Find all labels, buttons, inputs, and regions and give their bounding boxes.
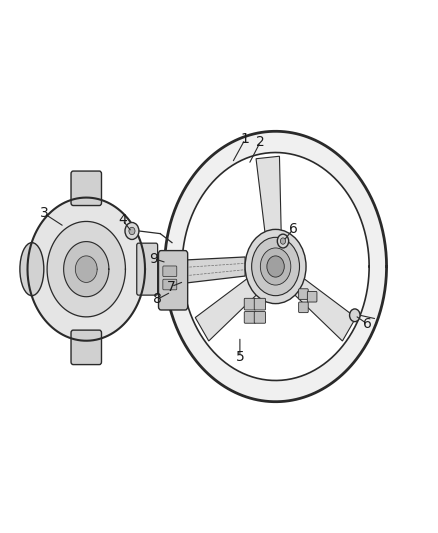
Text: 1: 1 (240, 132, 250, 146)
FancyBboxPatch shape (307, 292, 317, 302)
FancyBboxPatch shape (163, 279, 177, 290)
Text: 6: 6 (363, 317, 371, 331)
Polygon shape (64, 241, 109, 297)
Text: 3: 3 (40, 206, 49, 221)
Polygon shape (165, 131, 387, 402)
Text: 4: 4 (118, 213, 127, 227)
Polygon shape (47, 221, 125, 317)
Polygon shape (291, 276, 356, 341)
Text: 2: 2 (256, 135, 265, 149)
FancyBboxPatch shape (137, 243, 158, 295)
FancyBboxPatch shape (299, 302, 308, 313)
Circle shape (277, 234, 289, 248)
Text: 6: 6 (289, 222, 297, 236)
Polygon shape (182, 257, 245, 284)
FancyBboxPatch shape (163, 266, 177, 277)
Circle shape (260, 248, 291, 285)
Circle shape (252, 237, 300, 296)
Polygon shape (75, 256, 97, 282)
FancyBboxPatch shape (299, 289, 308, 300)
Circle shape (267, 256, 284, 277)
Polygon shape (182, 152, 369, 381)
Circle shape (350, 309, 360, 321)
FancyBboxPatch shape (159, 251, 187, 310)
Text: 5: 5 (236, 350, 244, 364)
Text: 9: 9 (149, 252, 158, 265)
FancyBboxPatch shape (71, 330, 102, 365)
Ellipse shape (20, 243, 44, 296)
FancyBboxPatch shape (71, 171, 102, 206)
Circle shape (245, 229, 306, 304)
Text: 8: 8 (153, 293, 162, 306)
Circle shape (125, 222, 139, 239)
Polygon shape (256, 156, 281, 238)
Circle shape (129, 227, 135, 235)
Text: 7: 7 (167, 280, 176, 294)
FancyBboxPatch shape (254, 312, 265, 323)
Polygon shape (28, 198, 145, 341)
FancyBboxPatch shape (254, 298, 265, 310)
Circle shape (280, 238, 286, 244)
Polygon shape (195, 276, 261, 341)
FancyBboxPatch shape (244, 312, 255, 323)
FancyBboxPatch shape (244, 298, 255, 310)
